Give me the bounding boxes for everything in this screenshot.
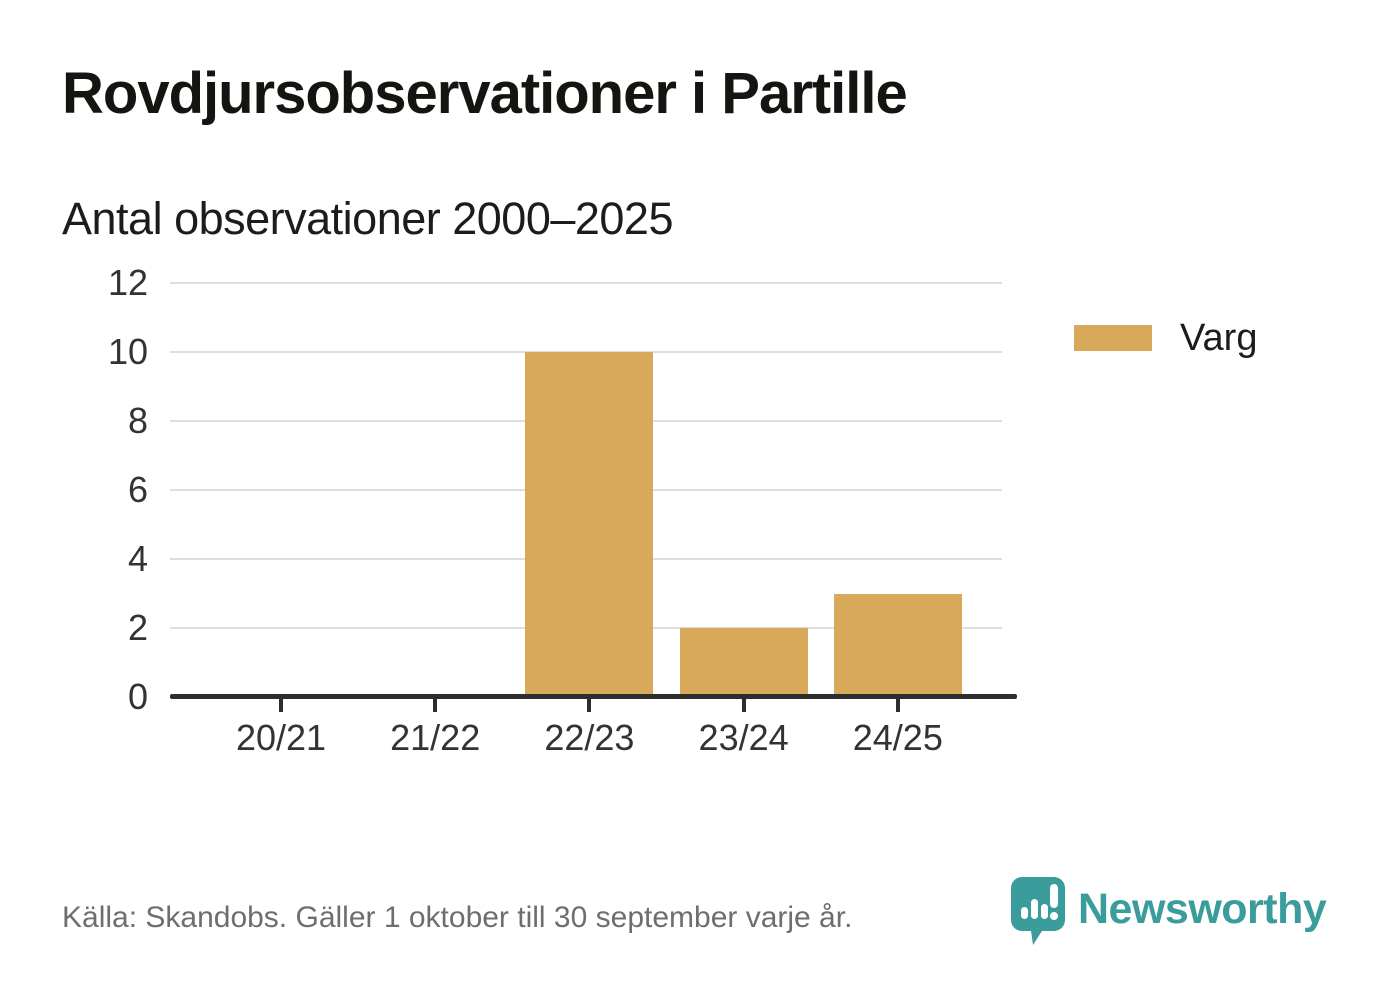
y-axis-tick-label: 8 (127, 400, 148, 441)
bar-22/23 (525, 352, 654, 697)
gridline-y-2 (170, 627, 1002, 629)
x-axis-label: 20/21 (235, 717, 327, 758)
y-axis-tick-label: 0 (127, 676, 148, 717)
legend-swatch-varg (1074, 325, 1152, 351)
legend-label: Varg (1180, 317, 1258, 359)
newsworthy-brand-text: Newsworthy (1078, 885, 1327, 933)
x-axis-tick (433, 699, 438, 712)
newsworthy-logo: Newsworthy (1010, 876, 1327, 946)
gridline-y-4 (170, 558, 1002, 560)
x-axis-tick (279, 699, 283, 712)
x-axis-tick (741, 699, 746, 712)
x-axis-tick (895, 699, 900, 712)
y-axis-tick-label: 12 (107, 262, 148, 303)
x-axis-tick (587, 699, 592, 712)
y-axis-tick-label: 10 (107, 331, 148, 372)
gridline-y-8 (170, 420, 1002, 422)
y-axis-tick-label: 4 (127, 538, 148, 579)
bar-23/24 (679, 628, 808, 697)
source-text: Källa: Skandobs. Gäller 1 oktober till 3… (62, 901, 853, 934)
gridline-y-12 (170, 282, 1002, 284)
x-axis-label: 22/23 (544, 717, 635, 758)
gridline-y-10 (170, 351, 1002, 353)
chart-subtitle: Antal observationer 2000–2025 (62, 193, 673, 244)
legend: Varg (1074, 313, 1257, 363)
x-axis-label: 23/24 (698, 717, 789, 758)
chart-title: Rovdjursobservationer i Partille (62, 61, 908, 126)
x-axis-line (170, 694, 1017, 699)
x-axis-label: 24/25 (852, 717, 943, 758)
gridline-y-6 (170, 489, 1002, 491)
y-axis-tick-label: 6 (127, 469, 148, 510)
newsworthy-logo-icon (1011, 877, 1065, 945)
x-axis-label: 21/22 (390, 717, 481, 758)
y-axis-tick-label: 2 (127, 607, 148, 648)
bar-24/25 (833, 593, 962, 697)
